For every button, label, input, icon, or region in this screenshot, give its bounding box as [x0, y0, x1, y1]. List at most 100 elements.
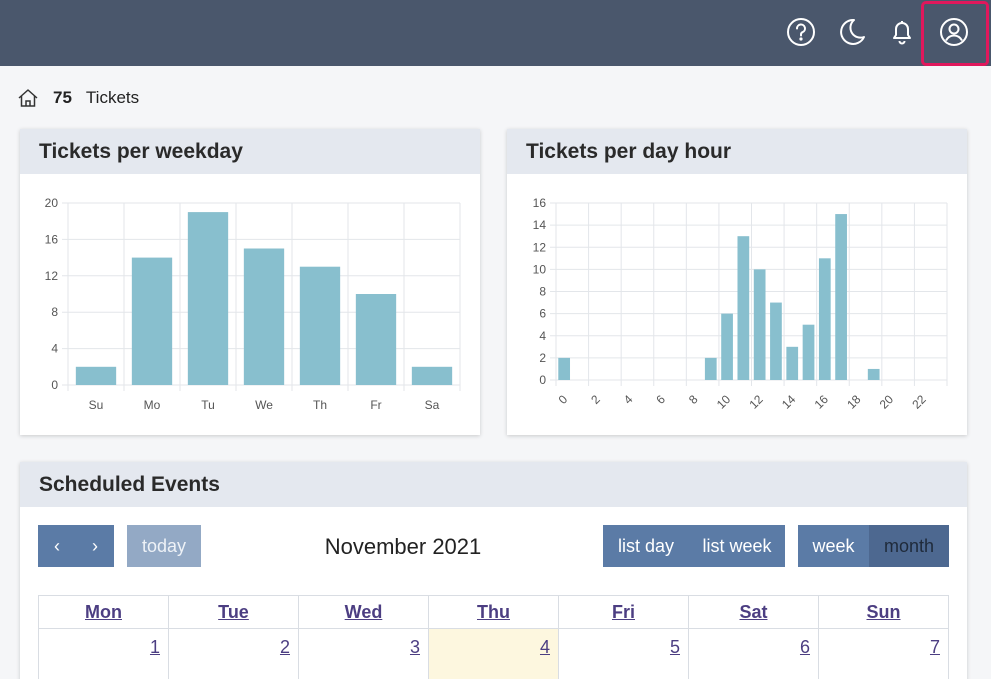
y-tick-label: 12 — [45, 269, 59, 283]
day-number[interactable]: 4 — [539, 637, 550, 657]
x-tick-label: 16 — [812, 392, 832, 412]
list-week-button[interactable]: list week — [689, 525, 785, 567]
x-tick-label: 14 — [779, 392, 799, 412]
weekday-header[interactable]: Thu — [428, 595, 559, 629]
weekday-bar-chart: 0 4 8 12 16 20 Su Mo Tu We Th Fr Sa — [45, 196, 461, 412]
y-tick-label: 20 — [45, 196, 59, 210]
month-grid: Mon Tue Wed Thu Fri Sat Sun 1 2 3 4 5 6 … — [38, 595, 949, 679]
card-title: Scheduled Events — [20, 462, 967, 507]
bar-0 — [558, 357, 571, 380]
day-cell[interactable]: 2 — [168, 628, 299, 679]
x-tick-label: 8 — [686, 392, 701, 407]
day-cell[interactable]: 1 — [38, 628, 169, 679]
bar-Th — [299, 266, 341, 385]
hour-chart-card: Tickets per day hour 0 2 4 6 8 10 12 14 16 0 2 4 6 8 1… — [507, 129, 967, 435]
hour-bar-chart: 0 2 4 6 8 10 12 14 16 0 2 4 6 8 10 12 14 16 18 20 22 — [533, 196, 948, 412]
week-button[interactable]: week — [798, 525, 869, 567]
weekday-header[interactable]: Tue — [168, 595, 299, 629]
weekday-header[interactable]: Fri — [558, 595, 689, 629]
x-tick-label: 12 — [746, 392, 766, 412]
weekday-link[interactable]: Sun — [866, 601, 901, 622]
x-tick-label: Tu — [201, 398, 215, 412]
x-tick-label: 18 — [844, 392, 864, 412]
y-tick-label: 8 — [51, 305, 58, 319]
y-tick-label: 12 — [533, 240, 547, 254]
user-icon[interactable] — [936, 14, 972, 50]
user-menu-highlight — [921, 1, 989, 66]
y-tick-label: 4 — [51, 342, 58, 356]
bar-Sa — [411, 366, 453, 385]
weekday-link[interactable]: Mon — [85, 601, 122, 622]
y-tick-label: 0 — [51, 378, 58, 392]
card-title: Tickets per day hour — [507, 129, 967, 174]
weekday-header[interactable]: Wed — [298, 595, 429, 629]
bar-Fr — [355, 294, 397, 385]
x-tick-label: Mo — [144, 398, 161, 412]
day-number[interactable]: 1 — [149, 637, 160, 657]
bar-10 — [721, 313, 733, 380]
y-tick-label: 8 — [539, 285, 546, 299]
month-button[interactable]: month — [869, 525, 949, 567]
x-tick-label: 22 — [909, 392, 929, 412]
weekday-chart-card: Tickets per weekday 0 4 8 12 16 20 Su Mo Tu We Th F… — [20, 129, 480, 435]
card-title: Tickets per weekday — [20, 129, 480, 174]
day-number[interactable]: 2 — [279, 637, 290, 657]
weekday-link[interactable]: Fri — [611, 601, 635, 622]
x-tick-label: Su — [89, 398, 104, 412]
bar-11 — [737, 236, 750, 380]
day-cell[interactable]: 7 — [818, 628, 949, 679]
bar-Su — [75, 366, 117, 385]
bar-12 — [753, 269, 766, 380]
weekday-header-row: Mon Tue Wed Thu Fri Sat Sun — [38, 595, 949, 629]
weekday-link[interactable]: Wed — [344, 601, 383, 622]
y-tick-label: 14 — [533, 218, 547, 232]
bar-14 — [786, 346, 799, 380]
day-cell[interactable]: 6 — [688, 628, 819, 679]
day-cell-today[interactable]: 4 — [428, 628, 559, 679]
bar-16 — [818, 258, 831, 380]
next-button[interactable]: › — [76, 525, 114, 567]
moon-icon[interactable] — [834, 14, 870, 50]
x-tick-label: 0 — [556, 392, 571, 407]
help-icon[interactable] — [783, 14, 819, 50]
y-tick-label: 0 — [539, 373, 546, 387]
bar-15 — [802, 324, 815, 380]
x-tick-label: 2 — [588, 392, 603, 407]
y-tick-label: 6 — [539, 307, 546, 321]
scheduled-events-card: Scheduled Events ‹ › today November 2021… — [20, 462, 967, 679]
x-tick-label: Fr — [370, 398, 381, 412]
day-cell[interactable]: 3 — [298, 628, 429, 679]
bar-19 — [867, 368, 880, 380]
y-tick-label: 10 — [533, 262, 547, 276]
top-bar — [0, 0, 991, 66]
x-tick-label: 10 — [714, 392, 734, 412]
day-number[interactable]: 6 — [799, 637, 810, 657]
y-tick-label: 2 — [539, 351, 546, 365]
list-day-button[interactable]: list day — [603, 525, 689, 567]
weekday-header[interactable]: Sun — [818, 595, 949, 629]
bar-Mo — [131, 257, 173, 385]
day-cell[interactable]: 5 — [558, 628, 689, 679]
weekday-link[interactable]: Tue — [218, 601, 249, 622]
bar-13 — [770, 302, 782, 380]
y-tick-label: 16 — [533, 196, 547, 210]
day-number[interactable]: 7 — [929, 637, 940, 657]
x-tick-label: 4 — [621, 392, 636, 407]
breadcrumb: 75 Tickets — [17, 86, 139, 110]
day-number[interactable]: 5 — [669, 637, 680, 657]
day-number[interactable]: 3 — [409, 637, 420, 657]
weekday-header[interactable]: Mon — [38, 595, 169, 629]
ticket-count: 75 — [53, 88, 72, 107]
x-tick-label: Sa — [425, 398, 440, 412]
bell-icon[interactable] — [884, 14, 920, 50]
home-icon[interactable] — [17, 87, 39, 109]
bar-9 — [704, 357, 717, 380]
weekday-link[interactable]: Thu — [477, 601, 510, 622]
weekday-link[interactable]: Sat — [739, 601, 768, 622]
breadcrumb-label: Tickets — [85, 88, 140, 107]
x-tick-label: We — [255, 398, 273, 412]
today-button[interactable]: today — [127, 525, 201, 567]
prev-button[interactable]: ‹ — [38, 525, 76, 567]
weekday-header[interactable]: Sat — [688, 595, 819, 629]
x-tick-label: 20 — [877, 392, 897, 412]
